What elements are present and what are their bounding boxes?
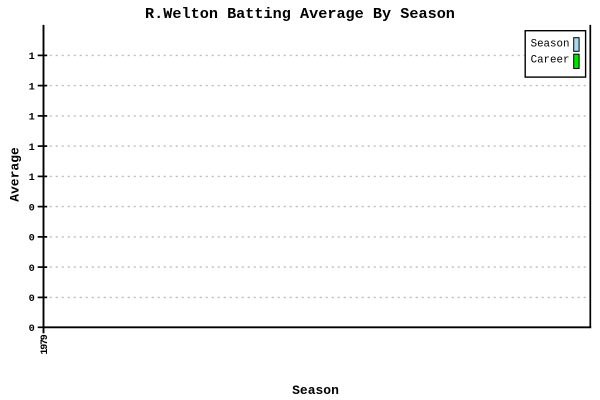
svg-text:1: 1: [29, 81, 35, 93]
svg-text:1: 1: [29, 142, 35, 154]
svg-text:0: 0: [29, 202, 35, 214]
svg-text:Average: Average: [7, 147, 22, 202]
svg-text:0: 0: [29, 263, 35, 275]
svg-text:Season: Season: [292, 383, 339, 398]
svg-text:1: 1: [29, 112, 35, 124]
svg-text:1: 1: [29, 51, 35, 63]
svg-text:1: 1: [29, 172, 35, 184]
svg-text:0: 0: [29, 323, 35, 335]
svg-text:R.Welton Batting Average By Se: R.Welton Batting Average By Season: [145, 5, 455, 23]
svg-text:0: 0: [29, 293, 35, 305]
svg-text:1979: 1979: [40, 334, 51, 354]
svg-text:Career: Career: [531, 55, 570, 67]
svg-text:Season: Season: [531, 38, 570, 50]
svg-text:0: 0: [29, 233, 35, 245]
